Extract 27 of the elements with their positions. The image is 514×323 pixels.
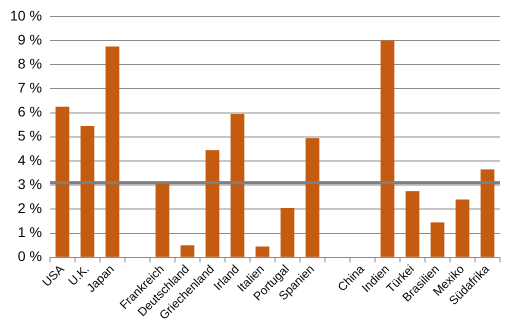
y-tick-label: 3 % (18, 176, 42, 192)
bar (430, 222, 444, 257)
bar (406, 191, 420, 257)
bar (206, 150, 220, 257)
y-tick-label: 10 % (10, 7, 42, 24)
bar (256, 246, 270, 257)
y-tick-label: 1 % (18, 224, 42, 240)
bar (230, 114, 244, 257)
y-tick-label: 0 % (18, 248, 42, 264)
y-tick-label: 7 % (18, 80, 42, 96)
bar (456, 200, 470, 257)
bar (80, 126, 94, 257)
y-tick-label: 5 % (18, 128, 42, 144)
y-tick-label: 6 % (18, 104, 42, 120)
y-tick-label: 4 % (18, 152, 42, 168)
bar (480, 169, 494, 257)
bar (156, 184, 170, 257)
x-tick-label: USA (40, 262, 67, 290)
y-tick-label: 9 % (18, 31, 42, 48)
y-tick-label: 2 % (18, 200, 42, 216)
bar (380, 40, 394, 257)
bar (180, 245, 194, 257)
bar (280, 208, 294, 257)
y-tick-label: 8 % (18, 55, 42, 72)
bar (56, 106, 70, 257)
bar (306, 138, 320, 257)
bar (106, 46, 120, 257)
